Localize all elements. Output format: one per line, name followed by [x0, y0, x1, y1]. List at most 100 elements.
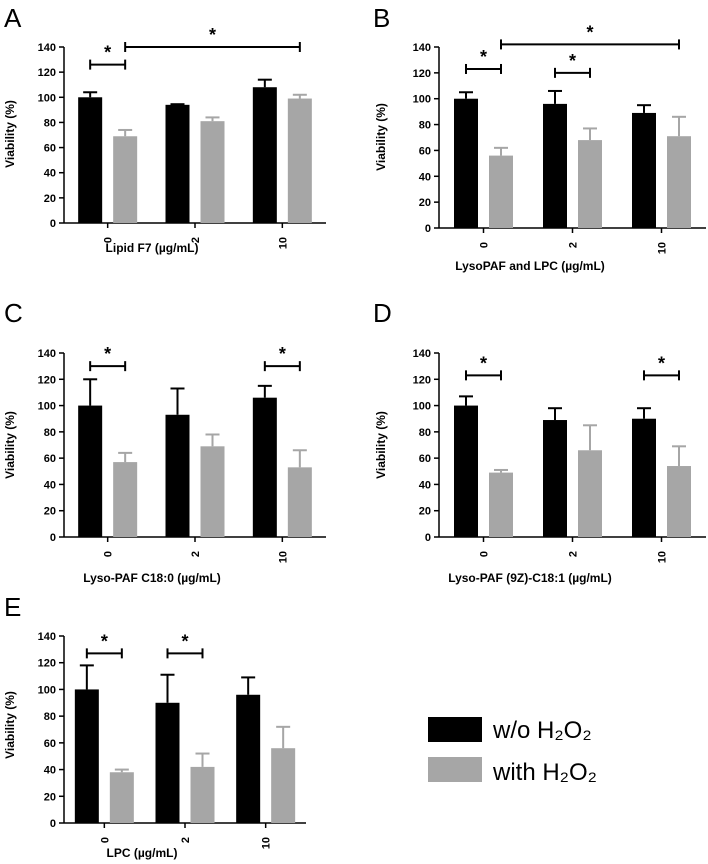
y-tick-label: 120 [38, 67, 56, 79]
y-tick-label: 40 [44, 765, 56, 777]
y-tick-label: 120 [38, 374, 56, 386]
x-tick-label: 0 [479, 242, 491, 248]
y-tick-label: 0 [50, 218, 56, 230]
panel-letter: E [4, 592, 21, 622]
bar-with-h2o2 [667, 466, 691, 537]
legend-label-with-h2o2: with H₂O₂ [492, 759, 597, 786]
bar-with-h2o2 [287, 467, 312, 537]
x-tick-label: 10 [657, 551, 669, 563]
panel-d: D Lyso-PAF (9Z)-C18:1 (µg/mL) Viability … [373, 298, 706, 585]
y-tick-label: 140 [413, 348, 431, 360]
bar-with-h2o2 [578, 140, 602, 228]
x-tick-label: 2 [180, 837, 192, 843]
bar-with-h2o2 [200, 446, 225, 537]
y-tick-label: 40 [44, 168, 56, 180]
x-axis-label: Lipid F7 (µg/mL) [106, 241, 199, 255]
x-axis-label: LPC (µg/mL) [107, 846, 178, 860]
y-tick-label: 20 [44, 193, 56, 205]
significance-star: * [181, 631, 188, 651]
y-tick-label: 100 [38, 92, 56, 104]
panel-letter: A [4, 3, 22, 33]
y-tick-label: 0 [50, 532, 56, 544]
y-axis-label: Viability (%) [3, 100, 17, 168]
x-tick-label: 0 [99, 837, 111, 843]
bar-without-h2o2 [165, 414, 190, 537]
legend-label-without-h2o2: w/o H₂O₂ [492, 717, 592, 744]
bar-without-h2o2 [454, 98, 478, 228]
y-tick-label: 20 [44, 506, 56, 518]
bar-with-h2o2 [109, 772, 134, 823]
bar-without-h2o2 [236, 694, 261, 823]
y-tick-label: 60 [419, 145, 431, 157]
significance-star: * [586, 22, 593, 42]
y-tick-label: 100 [38, 684, 56, 696]
y-tick-label: 120 [38, 658, 56, 670]
x-tick-label: 2 [568, 242, 580, 248]
significance-star: * [104, 43, 111, 63]
bar-with-h2o2 [190, 766, 215, 823]
y-tick-label: 0 [425, 532, 431, 544]
bar-with-h2o2 [489, 472, 513, 537]
bar-with-h2o2 [113, 462, 138, 537]
panel-c: C Lyso-PAF C18:0 (µg/mL) Viability (%) 0… [3, 298, 326, 585]
x-tick-label: 10 [657, 242, 669, 254]
y-tick-label: 0 [425, 223, 431, 235]
y-tick-label: 60 [44, 143, 56, 155]
y-tick-label: 20 [419, 506, 431, 518]
x-tick-label: 10 [261, 837, 273, 849]
y-axis-label: Viability (%) [3, 411, 17, 479]
bar-with-h2o2 [578, 450, 602, 537]
significance-star: * [279, 344, 286, 364]
y-tick-label: 60 [419, 453, 431, 465]
bar-with-h2o2 [287, 98, 312, 223]
x-tick-label: 0 [103, 551, 115, 557]
y-tick-label: 20 [44, 791, 56, 803]
legend: w/o H₂O₂ with H₂O₂ [428, 717, 597, 786]
y-tick-label: 40 [44, 479, 56, 491]
y-tick-label: 80 [419, 120, 431, 132]
x-tick-label: 0 [103, 237, 115, 243]
bar-without-h2o2 [632, 418, 656, 537]
bar-without-h2o2 [252, 397, 277, 537]
bar-with-h2o2 [113, 136, 138, 223]
y-tick-label: 60 [44, 738, 56, 750]
y-tick-label: 120 [413, 68, 431, 80]
bar-with-h2o2 [489, 155, 513, 228]
y-tick-label: 80 [44, 117, 56, 129]
x-axis-label: Lyso-PAF (9Z)-C18:1 (µg/mL) [448, 571, 612, 585]
y-tick-label: 20 [419, 197, 431, 209]
bar-without-h2o2 [252, 87, 277, 223]
y-tick-label: 60 [44, 453, 56, 465]
y-axis-label: Viability (%) [374, 411, 388, 479]
y-axis-label: Viability (%) [3, 691, 17, 759]
y-tick-label: 100 [38, 401, 56, 413]
legend-swatch-without-h2o2 [428, 717, 482, 742]
bar-without-h2o2 [632, 112, 656, 228]
y-tick-label: 80 [419, 427, 431, 439]
panel-b: B LysoPAF and LPC (µg/mL) Viability (%) … [373, 3, 706, 273]
y-tick-label: 120 [413, 374, 431, 386]
significance-star: * [658, 353, 665, 373]
bar-without-h2o2 [74, 689, 99, 823]
y-tick-label: 40 [419, 479, 431, 491]
x-tick-label: 10 [277, 551, 289, 563]
significance-star: * [480, 47, 487, 67]
significance-star: * [480, 353, 487, 373]
x-tick-label: 2 [568, 551, 580, 557]
legend-swatch-with-h2o2 [428, 757, 482, 782]
y-tick-label: 140 [413, 42, 431, 54]
bar-without-h2o2 [165, 104, 190, 223]
bar-with-h2o2 [271, 748, 296, 823]
bar-without-h2o2 [78, 405, 103, 537]
y-tick-label: 40 [419, 171, 431, 183]
x-axis-label: Lyso-PAF C18:0 (µg/mL) [83, 571, 221, 585]
panel-e: E LPC (µg/mL) Viability (%) 020406080100… [3, 592, 306, 860]
significance-star: * [569, 51, 576, 71]
y-tick-label: 0 [50, 818, 56, 830]
x-tick-label: 0 [479, 551, 491, 557]
y-tick-label: 140 [38, 348, 56, 360]
bar-without-h2o2 [454, 405, 478, 537]
panel-letter: B [373, 3, 390, 33]
bar-without-h2o2 [543, 103, 567, 228]
